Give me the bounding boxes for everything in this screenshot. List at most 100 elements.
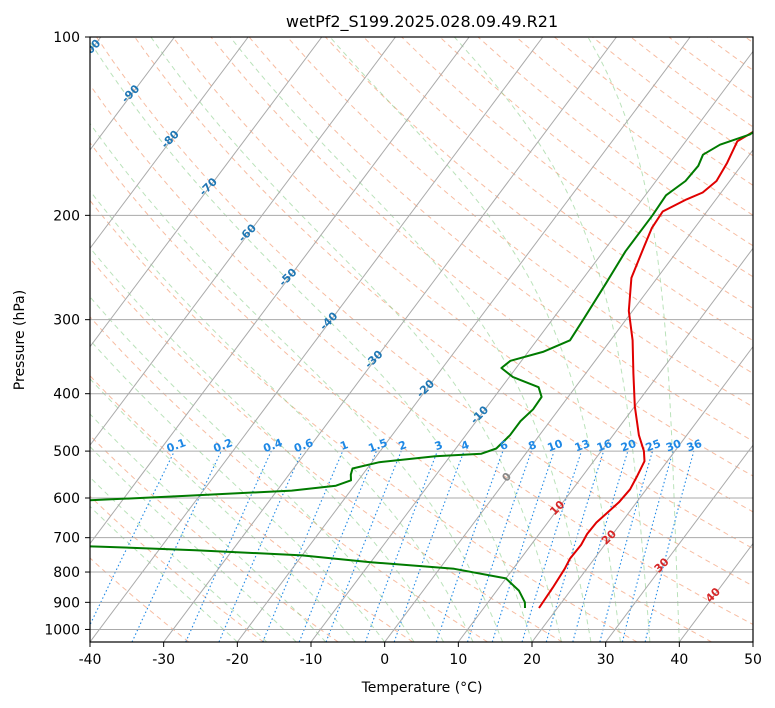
x-tick-label: 0	[380, 652, 389, 668]
mixing-ratio-line	[364, 450, 438, 642]
moist-adiabat	[90, 122, 503, 642]
dewpoint-profile-line	[90, 131, 753, 609]
dry-adiabat	[210, 37, 753, 477]
moist-adiabat	[90, 476, 268, 642]
reference-line-label: 36	[685, 437, 704, 455]
moist-adiabat	[90, 40, 533, 642]
mixing-ratio-line	[262, 450, 344, 642]
plot-area	[90, 37, 753, 642]
y-tick-label: 1000	[44, 622, 80, 638]
x-tick-label: 10	[449, 652, 467, 668]
y-tick-label: 700	[53, 531, 80, 547]
isotherm	[752, 641, 753, 642]
dry-adiabat	[286, 37, 753, 408]
reference-line-label: 8	[527, 438, 539, 453]
reference-line-label: 25	[644, 437, 663, 454]
mixing-ratio-line	[491, 450, 555, 642]
dry-adiabat	[90, 199, 638, 642]
moist-adiabat	[90, 190, 474, 642]
reference-line-label: 6	[498, 438, 510, 453]
mixing-ratio-line	[218, 450, 303, 642]
reference-line-label: 30	[664, 437, 683, 455]
plot-frame	[89, 36, 754, 643]
mixing-ratio-line	[185, 450, 272, 642]
x-tick-label: 50	[744, 652, 762, 668]
mixing-ratio-line	[572, 450, 629, 642]
y-tick-label: 600	[53, 491, 80, 507]
moist-adiabat	[90, 413, 327, 642]
mixing-ratio-line	[298, 450, 377, 642]
reference-line-label: 0.4	[261, 436, 284, 455]
x-tick-label: 20	[523, 652, 541, 668]
moist-adiabat	[329, 37, 621, 642]
isotherm	[90, 37, 249, 250]
y-tick-label: 800	[53, 565, 80, 581]
reference-line-label: 0.2	[212, 436, 235, 455]
isotherm	[90, 37, 544, 642]
reference-line-label: 10	[546, 437, 565, 455]
dry-adiabat	[90, 142, 712, 642]
mixing-ratio-line	[435, 450, 504, 642]
y-tick-label: 200	[53, 208, 80, 224]
dry-adiabat	[172, 37, 753, 513]
temperature-profile-line	[538, 130, 753, 609]
reference-line-label: 0.1	[165, 436, 188, 455]
x-tick-label: 40	[670, 652, 688, 668]
isotherm	[90, 37, 323, 348]
dry-adiabat	[401, 37, 753, 309]
reference-line-label: 2	[397, 438, 409, 453]
reference-line-label: 20	[619, 437, 638, 455]
reference-line-label: 13	[573, 437, 592, 454]
moist-adiabat	[150, 37, 562, 642]
moist-adiabat	[90, 378, 356, 642]
isotherm	[605, 444, 753, 642]
isotherm	[90, 37, 175, 151]
mixing-ratio-line	[545, 450, 605, 642]
x-tick-label: -10	[300, 652, 323, 668]
dry-adiabat	[363, 37, 753, 342]
y-tick-label: 500	[53, 444, 80, 460]
reference-line-label: 1	[338, 438, 350, 453]
mixing-ratio-line	[599, 450, 654, 642]
isotherm	[90, 37, 396, 447]
reference-lines-layer	[90, 37, 753, 642]
x-tick-label: -40	[79, 652, 102, 668]
moist-adiabat	[454, 37, 651, 642]
y-axis-label: Pressure (hPa)	[12, 290, 28, 390]
profile-lines-layer	[90, 130, 753, 609]
isotherm	[531, 345, 753, 642]
y-tick-label: 400	[53, 387, 80, 403]
isotherm	[310, 50, 753, 642]
reference-line-label: 4	[459, 438, 471, 453]
isotherm	[457, 247, 753, 642]
mixing-ratio-line	[521, 450, 583, 642]
isotherm	[236, 37, 691, 642]
isotherm	[90, 37, 470, 545]
x-axis-label: Temperature (°C)	[361, 680, 483, 696]
y-tick-label: 900	[53, 595, 80, 611]
mixing-ratio-line	[621, 450, 674, 642]
dry-adiabat	[90, 375, 414, 642]
isotherm	[163, 37, 617, 642]
moist-adiabat	[90, 445, 297, 642]
dry-adiabat	[90, 557, 190, 642]
mixing-ratio-line	[325, 450, 402, 642]
chart-title: wetPf2_S199.2025.028.09.49.R21	[286, 12, 558, 32]
dry-adiabat	[96, 37, 753, 587]
moist-adiabat	[90, 339, 386, 642]
y-tick-label: 300	[53, 313, 80, 329]
x-tick-label: -30	[152, 652, 175, 668]
isotherm	[384, 149, 753, 642]
reference-line-label: 3	[433, 438, 445, 453]
x-tick-label: 30	[597, 652, 615, 668]
axes-layer: -40 -30 -20 -10 0 10 20 30 40 5010020030040050060…	[44, 30, 762, 668]
reference-line-label: 1.5	[366, 436, 389, 455]
dry-adiabat	[134, 37, 753, 550]
dry-adiabat	[90, 84, 753, 625]
moist-adiabat	[587, 37, 680, 642]
y-tick-label: 100	[53, 30, 80, 46]
reference-line-label: 16	[595, 437, 614, 455]
mixing-ratio-line	[466, 450, 532, 642]
moist-adiabat	[90, 247, 445, 642]
